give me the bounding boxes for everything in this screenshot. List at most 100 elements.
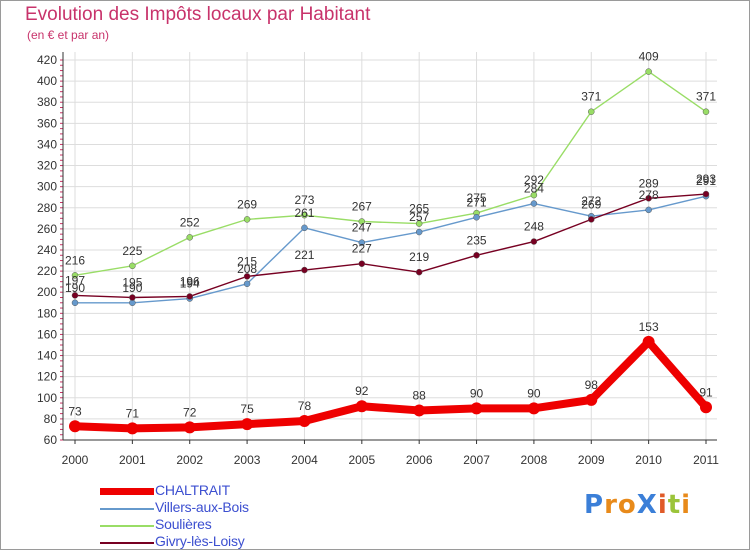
- y-tick-label: 400: [37, 74, 57, 88]
- data-label: 267: [352, 200, 372, 214]
- data-label: 219: [409, 250, 429, 264]
- legend-item-givry-les-loisy[interactable]: Givry-lès-Loisy: [100, 533, 320, 551]
- series-line: [74, 193, 707, 299]
- legend-label-soulieres: Soulières: [155, 516, 212, 532]
- data-point: [243, 216, 251, 223]
- data-point: [129, 294, 136, 301]
- y-tick-label: 220: [37, 264, 57, 278]
- y-tick-label: 200: [37, 285, 57, 299]
- data-point: [186, 293, 193, 300]
- data-label: 371: [696, 90, 716, 104]
- x-tick-label: 2007: [463, 453, 490, 467]
- data-label: 90: [470, 386, 484, 400]
- data-point: [69, 420, 81, 433]
- data-label: 197: [65, 273, 85, 287]
- legend-label-villers-aux-bois: Villers-aux-Bois: [155, 499, 249, 515]
- data-point: [358, 218, 366, 225]
- data-point: [645, 206, 652, 214]
- data-point: [588, 108, 595, 115]
- data-point: [642, 335, 655, 348]
- data-label: 221: [294, 248, 314, 262]
- data-point: [527, 402, 540, 415]
- data-point: [129, 262, 136, 270]
- x-tick-label: 2000: [62, 453, 89, 467]
- data-point: [645, 195, 652, 202]
- data-label: 190: [65, 281, 85, 295]
- data-point: [473, 214, 480, 221]
- data-point: [126, 422, 139, 435]
- y-tick-label: 340: [37, 137, 57, 151]
- data-label: 269: [581, 197, 601, 211]
- legend-swatch-givry-les-loisy: [100, 542, 154, 544]
- data-point: [530, 200, 538, 207]
- data-label: 215: [237, 254, 257, 268]
- data-label: 88: [413, 388, 427, 402]
- chart-subtitle: (en € et par an): [27, 28, 110, 42]
- data-label: 75: [240, 402, 254, 416]
- data-label: 195: [122, 276, 142, 290]
- data-point: [588, 216, 595, 223]
- logo-letter: P: [584, 490, 605, 520]
- data-label: 98: [585, 378, 599, 392]
- data-label: 72: [183, 405, 197, 419]
- y-tick-label: 280: [37, 201, 57, 215]
- y-tick-label: 360: [37, 116, 57, 130]
- data-label: 265: [409, 202, 429, 216]
- data-label: 293: [696, 172, 716, 186]
- data-point: [415, 220, 423, 227]
- data-label: 90: [527, 386, 541, 400]
- logo-letter: i: [681, 490, 692, 520]
- x-tick-label: 2009: [578, 453, 605, 467]
- legend-item-chaltrait[interactable]: CHALTRAIT: [100, 482, 320, 500]
- data-point: [585, 393, 598, 406]
- y-tick-label: 420: [37, 53, 57, 67]
- data-point: [243, 280, 251, 288]
- data-label: 235: [467, 233, 487, 247]
- y-tick-label: 140: [37, 349, 57, 363]
- legend-item-villers-aux-bois[interactable]: Villers-aux-Bois: [100, 499, 320, 517]
- series-givry-l-s-loisy: [71, 190, 710, 301]
- data-point: [241, 418, 254, 431]
- data-label: 252: [180, 215, 200, 229]
- data-label: 371: [581, 90, 601, 104]
- data-point: [700, 401, 712, 414]
- data-label: 92: [355, 384, 369, 398]
- data-point: [301, 224, 308, 232]
- legend-swatch-villers-aux-bois: [100, 508, 154, 510]
- data-point: [530, 238, 538, 245]
- y-tick-label: 240: [37, 243, 57, 257]
- x-tick-label: 2006: [406, 453, 433, 467]
- x-tick-label: 2001: [119, 453, 146, 467]
- data-label: 269: [237, 197, 257, 211]
- data-point: [358, 260, 366, 267]
- data-point: [355, 400, 368, 413]
- data-label: 284: [524, 182, 544, 196]
- series-chaltrait: [69, 335, 712, 435]
- chart-title: Evolution des Impôts locaux par Habitant: [25, 4, 371, 25]
- data-label: 190: [122, 281, 142, 295]
- data-label: 261: [294, 206, 314, 220]
- legend-swatch-soulieres: [100, 525, 154, 527]
- data-label: 289: [639, 176, 659, 190]
- data-label: 278: [639, 188, 659, 202]
- data-label: 78: [298, 399, 312, 413]
- data-label: 71: [126, 406, 140, 420]
- data-point: [301, 266, 308, 274]
- y-tick-label: 60: [44, 433, 58, 447]
- legend-item-soulieres[interactable]: Soulières: [100, 516, 320, 534]
- data-point: [473, 252, 480, 259]
- data-point: [645, 68, 652, 75]
- data-label: 208: [237, 262, 257, 276]
- logo-letter: r: [604, 490, 618, 520]
- data-label: 257: [409, 210, 429, 224]
- x-tick-label: 2008: [521, 453, 548, 467]
- data-label: 225: [122, 244, 142, 258]
- series-line: [71, 337, 710, 433]
- data-label: 291: [696, 174, 716, 188]
- legend-swatch-chaltrait: [100, 488, 154, 495]
- logo-letter: X: [636, 490, 658, 520]
- data-label: 194: [180, 277, 200, 291]
- proxiti-logo: ProXiti: [584, 490, 691, 520]
- y-tick-label: 180: [37, 306, 57, 320]
